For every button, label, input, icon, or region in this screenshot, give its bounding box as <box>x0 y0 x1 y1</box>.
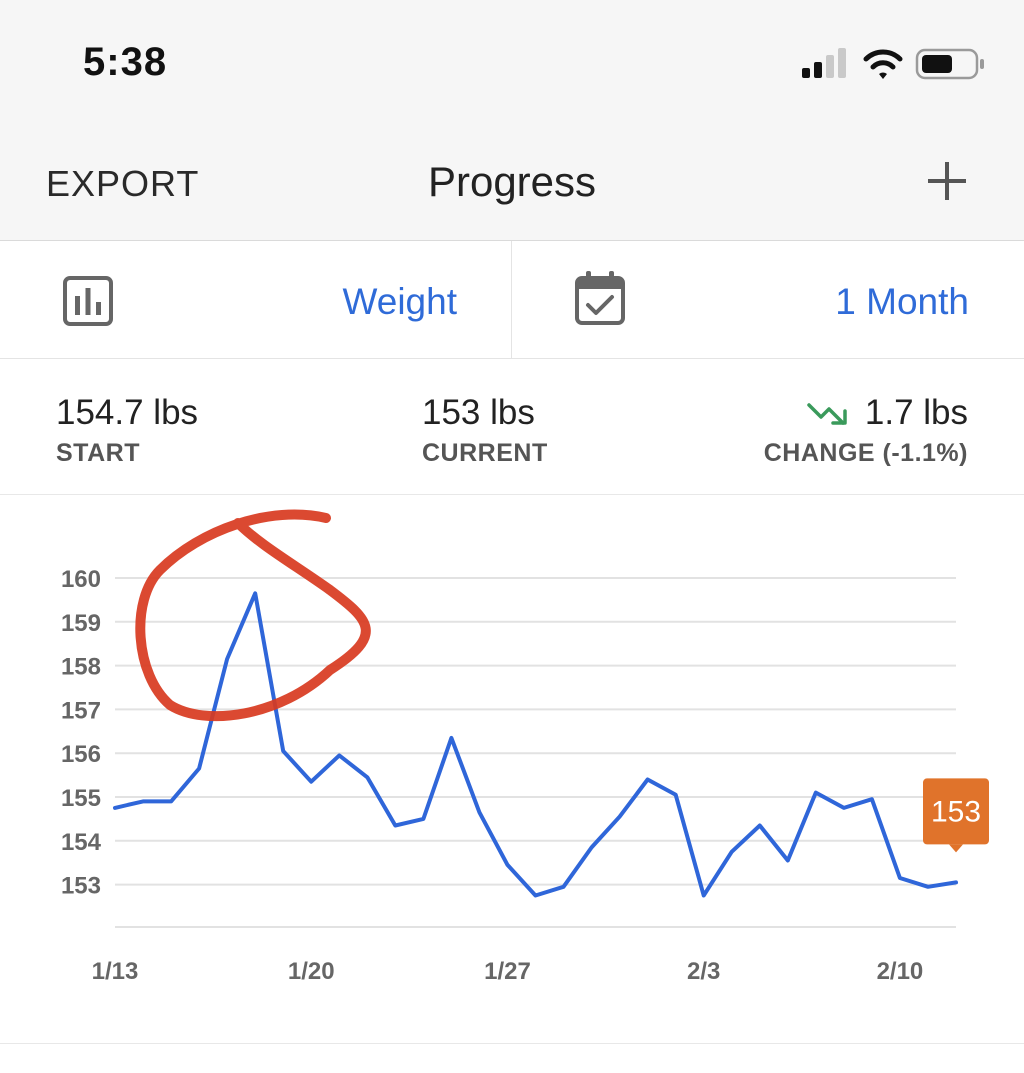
stat-change: 1.7 lbs CHANGE (-1.1%) <box>764 393 968 468</box>
trending-down-icon <box>807 403 847 425</box>
current-marker-pointer <box>949 844 963 853</box>
top-bar: 5:38 EXPORT Progress <box>0 0 1024 241</box>
y-tick-label: 157 <box>61 697 101 724</box>
weight-chart: 153 154 155 156 157 158 159 160 1/13 1/20 1/27 2/3 2… <box>0 495 1024 1043</box>
range-value: 1 Month <box>835 281 969 322</box>
stat-current: 153 lbs CURRENT <box>422 393 548 468</box>
cellular-signal-icon <box>802 48 846 78</box>
bottom-divider <box>0 1043 1024 1044</box>
export-button[interactable]: EXPORT <box>46 163 200 204</box>
status-icons <box>802 48 984 80</box>
chart-svg: 153 154 155 156 157 158 159 160 1/13 1/20 1/27 2/3 2… <box>61 509 989 985</box>
y-tick-label: 155 <box>61 785 101 812</box>
y-tick-label: 153 <box>61 873 101 900</box>
metric-value: Weight <box>342 281 458 322</box>
current-marker <box>923 778 989 845</box>
stats-row: 154.7 lbs START 153 lbs CURRENT 1.7 lbs … <box>0 359 1024 495</box>
x-tick-label: 1/27 <box>484 958 531 985</box>
battery-icon <box>915 48 984 80</box>
stat-start: 154.7 lbs START <box>56 393 198 468</box>
current-value: 153 lbs <box>422 393 535 432</box>
current-marker-label: 153 <box>931 795 981 828</box>
wifi-icon <box>863 49 903 79</box>
bar-chart-icon <box>63 276 113 326</box>
y-tick-label: 156 <box>61 741 101 768</box>
selector-divider <box>511 241 512 358</box>
y-tick-label: 154 <box>61 829 102 856</box>
y-tick-label: 160 <box>61 566 101 593</box>
y-tick-label: 159 <box>61 610 101 637</box>
y-tick-label: 158 <box>61 654 101 681</box>
start-label: START <box>56 439 140 467</box>
x-tick-label: 2/3 <box>687 958 720 985</box>
status-time: 5:38 <box>83 40 168 84</box>
selector-row: Weight 1 Month <box>0 241 1024 359</box>
plus-icon[interactable] <box>926 160 968 202</box>
x-tick-label: 1/13 <box>92 958 139 985</box>
calendar-check-icon <box>575 271 625 325</box>
change-value: 1.7 lbs <box>864 393 968 432</box>
page-title: Progress <box>427 158 597 205</box>
current-label: CURRENT <box>422 439 548 467</box>
series-line <box>113 591 958 898</box>
change-label: CHANGE (-1.1%) <box>763 439 968 467</box>
x-tick-label: 2/10 <box>877 958 924 985</box>
annotation-circle <box>135 509 371 722</box>
start-value: 154.7 lbs <box>56 393 199 432</box>
x-tick-label: 1/20 <box>288 958 335 985</box>
